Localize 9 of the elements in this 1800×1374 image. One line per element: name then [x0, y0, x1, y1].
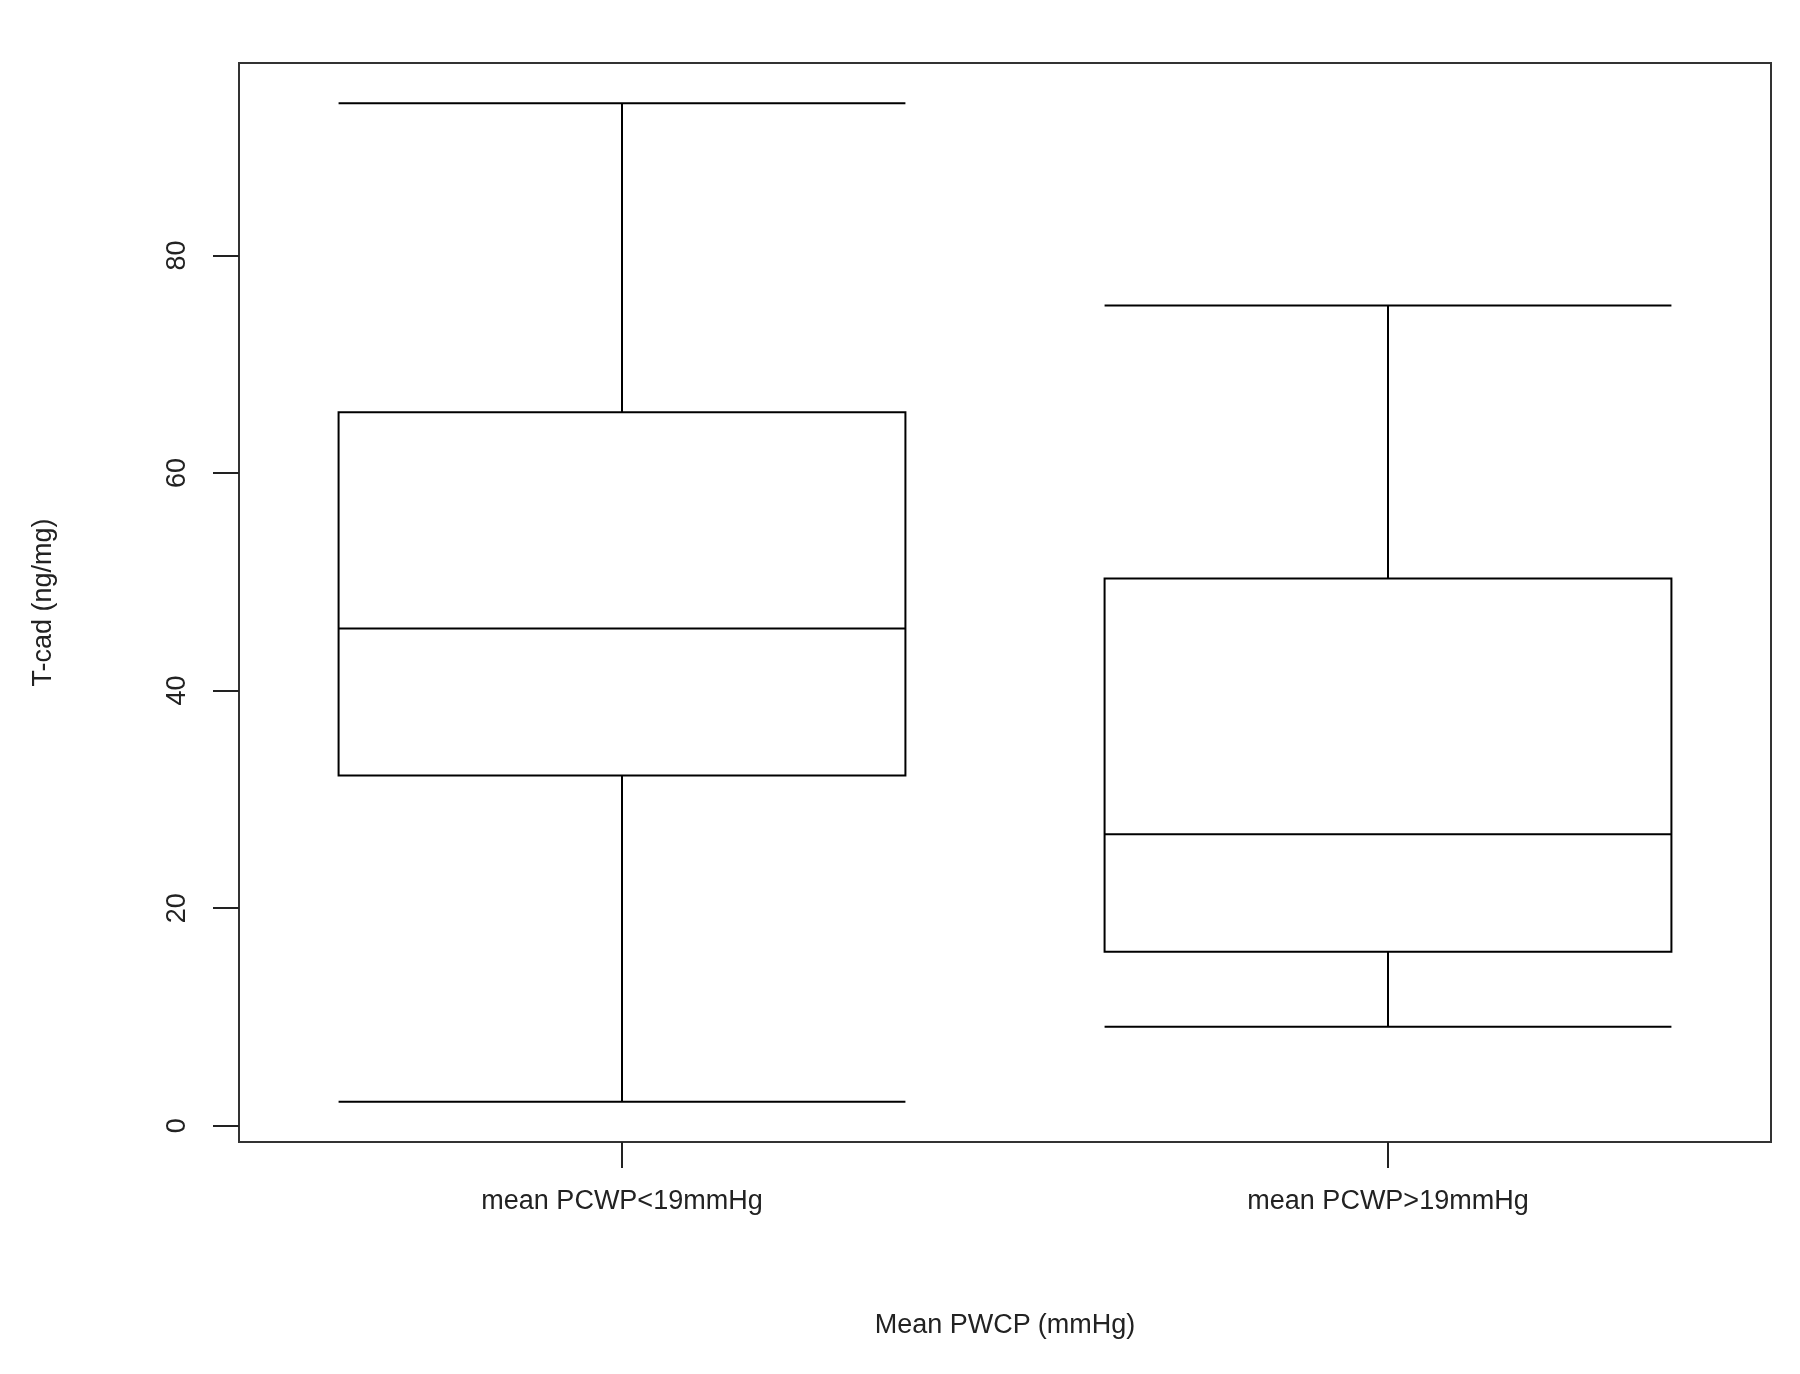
y-axis-title: T-cad (ng/mg) [26, 518, 57, 687]
y-tick-label: 60 [160, 458, 191, 489]
x-tick-label: mean PCWP<19mmHg [481, 1184, 763, 1215]
y-tick-label: 80 [160, 240, 191, 271]
y-tick-label: 20 [160, 893, 191, 924]
y-tick-label: 40 [160, 675, 191, 706]
y-tick-label: 0 [160, 1118, 191, 1134]
x-tick-label: mean PCWP>19mmHg [1247, 1184, 1529, 1215]
x-axis-title: Mean PWCP (mmHg) [874, 1308, 1136, 1339]
